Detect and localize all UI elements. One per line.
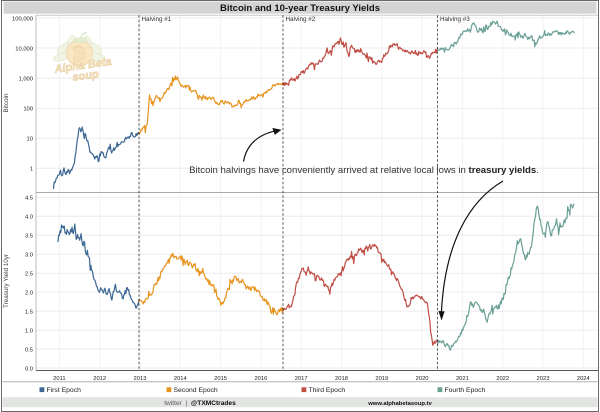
svg-text:Bitcoin halvings have convenie: Bitcoin halvings have conveniently arriv… [189,165,539,176]
svg-text:Bitcoin: Bitcoin [3,93,10,112]
svg-text:1.0: 1.0 [25,328,33,334]
svg-text:Halving #2: Halving #2 [286,16,316,23]
svg-text:2017: 2017 [295,376,308,382]
svg-text:10: 10 [27,137,33,143]
svg-text:100,000: 100,000 [12,16,33,22]
svg-text:Halving #1: Halving #1 [142,16,172,23]
svg-text:2024: 2024 [577,376,591,382]
svg-text:3.5: 3.5 [25,234,33,240]
svg-text:₿: ₿ [73,44,87,63]
svg-text:2011: 2011 [53,376,65,382]
svg-text:2021: 2021 [456,376,469,382]
svg-text:0.5: 0.5 [25,347,33,353]
svg-text:1,000: 1,000 [18,76,33,82]
svg-text:3.0: 3.0 [25,253,33,259]
svg-text:2023: 2023 [537,376,550,382]
svg-text:4.5: 4.5 [25,196,33,202]
svg-text:2015: 2015 [214,376,227,382]
svg-text:2018: 2018 [335,376,348,382]
svg-text:First Epoch: First Epoch [47,387,82,394]
svg-text:Third Epoch: Third Epoch [309,387,346,394]
svg-text:2.5: 2.5 [25,272,33,278]
svg-text:2013: 2013 [134,376,147,382]
svg-text:2019: 2019 [375,376,388,382]
svg-text:1.5: 1.5 [25,309,33,315]
svg-text:2022: 2022 [496,376,509,382]
svg-text:4.0: 4.0 [25,215,33,221]
svg-text:twitter | @TXMCtrades: twitter | @TXMCtrades [164,400,236,407]
svg-text:0.0: 0.0 [25,366,33,372]
svg-text:10,000: 10,000 [15,46,33,52]
svg-text:www.alphabetasoup.tv: www.alphabetasoup.tv [367,401,432,407]
svg-text:2014: 2014 [174,376,188,382]
svg-text:2016: 2016 [254,376,267,382]
svg-text:2012: 2012 [93,376,106,382]
svg-text:Bitcoin and 10-year Treasury Y: Bitcoin and 10-year Treasury Yields [220,3,380,14]
svg-text:2.0: 2.0 [25,290,33,296]
svg-text:soup: soup [72,68,100,84]
svg-text:100: 100 [23,107,33,113]
svg-text:2020: 2020 [416,376,429,382]
svg-text:Second Epoch: Second Epoch [174,387,218,394]
svg-text:1: 1 [30,167,33,173]
svg-text:Treasury Yield 10yr: Treasury Yield 10yr [3,254,10,308]
svg-text:Fourth Epoch: Fourth Epoch [445,387,486,394]
svg-text:Halving #3: Halving #3 [440,16,470,23]
